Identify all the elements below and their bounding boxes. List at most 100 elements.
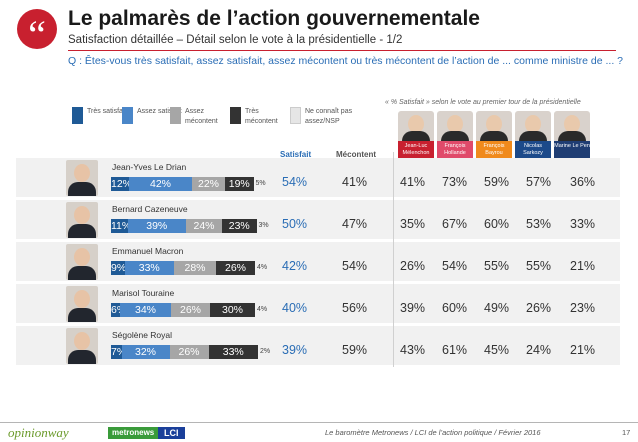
vote-satisfait-value: 43% — [400, 343, 426, 357]
candidate-portrait: François Hollande — [437, 111, 473, 161]
vote-satisfait-value: 45% — [484, 343, 510, 357]
candidate-name: Nicolas Sarkozy — [515, 141, 551, 161]
mecontent-value: 47% — [342, 217, 368, 231]
minister-name: Emmanuel Macron — [112, 246, 184, 256]
nsp-label: 4% — [257, 264, 268, 271]
mecontent-value: 41% — [342, 175, 368, 189]
bar-segment: 39% — [127, 219, 186, 233]
bar-segment: 11% — [111, 219, 132, 233]
bar-segment: 26% — [171, 303, 210, 317]
stacked-bar: 12% 42% 22% 19% 5% — [111, 177, 266, 191]
nsp-label: 5% — [255, 180, 266, 187]
col-header-mecontent: Mécontent — [336, 150, 376, 159]
legend-swatch — [72, 107, 83, 124]
nsp-label: 4% — [257, 306, 268, 313]
quote-logo: “ — [17, 9, 57, 57]
candidate-portrait: Marine Le Pen — [554, 111, 590, 161]
photo-suit — [441, 131, 469, 141]
satisfait-value: 50% — [282, 217, 308, 231]
photo-head — [74, 290, 90, 308]
satisfait-value: 54% — [282, 175, 308, 189]
candidate-portrait: Jean-Luc Mélenchon — [398, 111, 434, 161]
mecontent-value: 56% — [342, 301, 368, 315]
legend-label: Ne connaît pas assez/NSP — [305, 108, 353, 125]
minister-photo — [66, 202, 98, 238]
title-rule — [68, 50, 616, 51]
minister-photo — [66, 244, 98, 280]
photo-suit — [68, 350, 96, 364]
photo-suit — [68, 224, 96, 238]
photo-suit — [68, 182, 96, 196]
photo-suit — [68, 308, 96, 322]
vote-satisfait-value: 49% — [484, 301, 510, 315]
vote-satisfait-value: 36% — [570, 175, 596, 189]
minister-photo — [66, 328, 98, 364]
vote-satisfait-value: 33% — [570, 217, 596, 231]
candidate-portrait: Nicolas Sarkozy — [515, 111, 551, 161]
page-subtitle: Satisfaction détaillée – Détail selon le… — [68, 34, 403, 46]
metronews-logo: metronews — [108, 427, 159, 439]
legend-swatch — [230, 107, 241, 124]
legend-item: Assez mécontent — [170, 107, 233, 127]
candidate-name: François Hollande — [437, 141, 473, 161]
photo-suit — [519, 131, 547, 141]
legend-label: Assez mécontent — [185, 108, 218, 125]
stacked-bar: 6% 34% 26% 30% 4% — [111, 303, 267, 317]
legend-item: Assez satisfait — [122, 107, 185, 124]
satisfait-value: 42% — [282, 259, 308, 273]
candidate-name: Marine Le Pen — [554, 141, 590, 161]
minister-photo — [66, 160, 98, 196]
mecontent-value: 54% — [342, 259, 368, 273]
minister-photo — [66, 286, 98, 322]
vote-satisfait-value: 21% — [570, 259, 596, 273]
satisfait-value: 39% — [282, 343, 308, 357]
vote-satisfait-value: 60% — [484, 217, 510, 231]
candidate-photo — [515, 111, 551, 141]
mecontent-value: 59% — [342, 343, 368, 357]
vote-satisfait-value: 39% — [400, 301, 426, 315]
vote-satisfait-value: 26% — [526, 301, 552, 315]
footer-rule — [0, 422, 638, 423]
photo-suit — [558, 131, 586, 141]
vote-satisfait-value: 23% — [570, 301, 596, 315]
satisfait-value: 40% — [282, 301, 308, 315]
minister-name: Bernard Cazeneuve — [112, 204, 188, 214]
bar-segment: 7% — [111, 345, 127, 359]
col-header-satisfait: Satisfait — [280, 150, 312, 159]
legend-label: Très satisfait — [87, 108, 127, 115]
photo-head — [74, 164, 90, 182]
minister-name: Marisol Touraine — [112, 288, 175, 298]
vote-satisfait-value: 67% — [442, 217, 468, 231]
vote-satisfait-value: 55% — [484, 259, 510, 273]
bar-segment: 26% — [169, 345, 209, 359]
photo-head — [447, 115, 463, 133]
vote-satisfait-value: 24% — [526, 343, 552, 357]
photo-suit — [402, 131, 430, 141]
candidate-name: François Bayrou — [476, 141, 512, 161]
bar-segment: 30% — [210, 303, 255, 317]
photo-head — [74, 332, 90, 350]
bar-segment: 9% — [111, 261, 127, 275]
minister-name: Jean-Yves Le Drian — [112, 162, 187, 172]
bar-segment: 33% — [124, 261, 174, 275]
candidate-photo — [437, 111, 473, 141]
bar-segment: 22% — [192, 177, 225, 191]
survey-question: Q : Êtes-vous très satisfait, assez sati… — [68, 55, 623, 67]
stacked-bar: 11% 39% 24% 23% 3% — [111, 219, 269, 233]
vote-satisfait-value: 57% — [526, 175, 552, 189]
vote-satisfait-value: 59% — [484, 175, 510, 189]
vote-satisfait-value: 73% — [442, 175, 468, 189]
vote-satisfait-value: 26% — [400, 259, 426, 273]
legend-item: Très satisfait — [72, 107, 135, 124]
stacked-bar: 9% 33% 28% 26% 4% — [111, 261, 267, 275]
nsp-label: 2% — [260, 348, 271, 355]
minister-name: Ségolène Royal — [112, 330, 173, 340]
opinionway-logo: opinionway — [8, 425, 69, 440]
photo-head — [74, 248, 90, 266]
vote-satisfait-value: 41% — [400, 175, 426, 189]
vote-satisfait-value: 35% — [400, 217, 426, 231]
candidate-photo — [476, 111, 512, 141]
candidate-photo — [398, 111, 434, 141]
legend-swatch — [170, 107, 181, 124]
legend-item: Très mécontent — [230, 107, 293, 127]
